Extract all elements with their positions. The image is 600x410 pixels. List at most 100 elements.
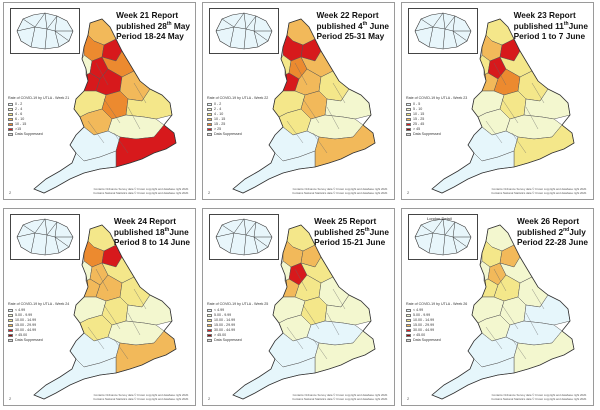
legend-item: 10 - 15	[8, 122, 69, 127]
report-map-panel-week-26: London Detail Week 26 Report published 2…	[401, 208, 594, 406]
copyright-credit: Contains Ordnance Survey data © Crown co…	[491, 187, 587, 195]
legend-swatch	[406, 329, 411, 332]
legend-swatch	[406, 108, 411, 111]
report-period: Period 8 to 14 June	[113, 237, 190, 247]
report-week: Week 24 Report	[113, 216, 177, 226]
legend-swatch	[207, 314, 212, 317]
england-outline	[232, 18, 376, 194]
legend-item: 5.00 - 9.99	[207, 313, 268, 318]
legend-item: 15 - 25	[207, 122, 268, 127]
report-published: published 2ndJuly	[516, 226, 586, 237]
london-boroughs-graphic	[414, 218, 472, 256]
legend-swatch	[207, 324, 212, 327]
legend-swatch	[207, 329, 212, 332]
legend-item: 10 - 15	[406, 112, 467, 117]
legend-label: 5 - 10	[413, 107, 423, 111]
legend-label: Data Suppressed	[15, 132, 43, 136]
legend-swatch	[406, 314, 411, 317]
legend-label: 15 - 25	[413, 117, 425, 121]
legend-swatch	[8, 319, 13, 322]
london-boroughs-graphic	[16, 12, 74, 50]
legend-item: 5.00 - 9.99	[8, 313, 69, 318]
district-boundaries	[286, 62, 346, 154]
legend-item: 2 - 4	[207, 107, 268, 112]
legend-label: >15	[15, 127, 22, 131]
legend-label: 25 - 45	[413, 122, 425, 126]
district-boundaries	[286, 268, 346, 360]
london-boroughs-graphic	[215, 218, 273, 256]
legend-label: 5.00 - 9.99	[413, 313, 431, 317]
legend-swatch	[207, 133, 212, 136]
page-number: 2	[9, 396, 12, 401]
legend-item: > 25	[207, 127, 268, 132]
report-map-panel-week-25: Week 25 Report published 25thJune Period…	[202, 208, 395, 406]
legend-label: Data Suppressed	[413, 132, 441, 136]
legend-swatch	[406, 324, 411, 327]
england-outline	[33, 18, 177, 194]
legend-item: 10.00 - 14.99	[8, 318, 69, 323]
legend-label: 30.00 - 44.99	[15, 328, 37, 332]
legend-item: 30.00 - 44.99	[8, 328, 69, 333]
legend-swatch	[406, 309, 411, 312]
legend-swatch	[8, 339, 13, 342]
report-published: published 28th May	[116, 20, 190, 31]
london-inset-map	[10, 214, 80, 260]
report-title: Week 22 Report published 4th June Period…	[316, 10, 389, 42]
report-period: Period 15-21 June	[314, 237, 386, 247]
legend-swatch	[207, 103, 212, 106]
legend-swatch	[8, 108, 13, 111]
legend-label: 10 - 15	[15, 122, 27, 126]
legend-label: 6 - 10	[15, 117, 25, 121]
page-number: 2	[9, 190, 12, 195]
legend-item: 5.00 - 9.99	[406, 313, 467, 318]
legend-swatch	[406, 123, 411, 126]
report-week: Week 22 Report	[316, 10, 379, 20]
legend-label: 0 - 2	[214, 102, 222, 106]
legend-swatch	[406, 128, 411, 131]
report-published: published 11thJune	[513, 20, 588, 31]
legend-item-suppressed: Data Suppressed	[207, 132, 268, 137]
england-choropleth-map	[33, 18, 177, 194]
report-title: Week 25 Report published 25thJune Period…	[314, 216, 389, 248]
report-title: Week 23 Report published 11thJune Period…	[514, 10, 588, 42]
legend-title: Rate of COVID-19 by UTLA - Week 23	[406, 96, 468, 100]
legend-item: 25 - 45	[406, 122, 467, 127]
map-legend: Rate of COVID-19 by UTLA - Week 26 < 4.9…	[406, 302, 467, 343]
legend-swatch	[406, 118, 411, 121]
legend-item: 15.00 - 29.99	[8, 323, 69, 328]
copyright-credit: Contains Ordnance Survey data © Crown co…	[491, 393, 587, 401]
legend-item-suppressed: Data Suppressed	[207, 338, 268, 343]
legend-item: > 45.00	[207, 333, 268, 338]
legend-label: > 45	[413, 127, 421, 131]
page-number: 2	[407, 396, 410, 401]
legend-item: 10.00 - 14.99	[207, 318, 268, 323]
legend-item: 0 - 5	[406, 102, 467, 107]
map-legend: Rate of COVID-19 by UTLA - Week 21 0 - 2…	[8, 96, 69, 137]
legend-swatch	[406, 339, 411, 342]
legend-label: Data Suppressed	[413, 338, 441, 342]
legend-item-suppressed: Data Suppressed	[406, 132, 467, 137]
england-outline	[232, 224, 376, 400]
legend-label: < 4.99	[214, 308, 225, 312]
legend-label: 15.00 - 29.99	[413, 323, 435, 327]
legend-label: 5.00 - 9.99	[15, 313, 33, 317]
legend-swatch	[8, 329, 13, 332]
legend-swatch	[8, 314, 13, 317]
map-legend: Rate of COVID-19 by UTLA - Week 22 0 - 2…	[207, 96, 268, 137]
legend-swatch	[207, 309, 212, 312]
district-boundaries	[485, 268, 545, 360]
legend-label: > 25	[214, 127, 222, 131]
legend-label: 4 - 10	[214, 112, 224, 116]
district-boundaries	[87, 62, 147, 154]
legend-item: 0 - 2	[8, 102, 69, 107]
legend-title: Rate of COVID-19 by UTLA - Week 22	[207, 96, 269, 100]
england-choropleth-map	[431, 224, 575, 400]
legend-item: 2 - 4	[8, 107, 69, 112]
report-period: Period 25-31 May	[316, 31, 385, 41]
report-title: Week 21 Report published 28th May Period…	[116, 10, 190, 42]
legend-swatch	[406, 113, 411, 116]
legend-swatch	[8, 118, 13, 121]
legend-item-suppressed: Data Suppressed	[406, 338, 467, 343]
map-legend: Rate of COVID-19 by UTLA - Week 23 0 - 5…	[406, 96, 467, 137]
legend-swatch	[406, 133, 411, 136]
